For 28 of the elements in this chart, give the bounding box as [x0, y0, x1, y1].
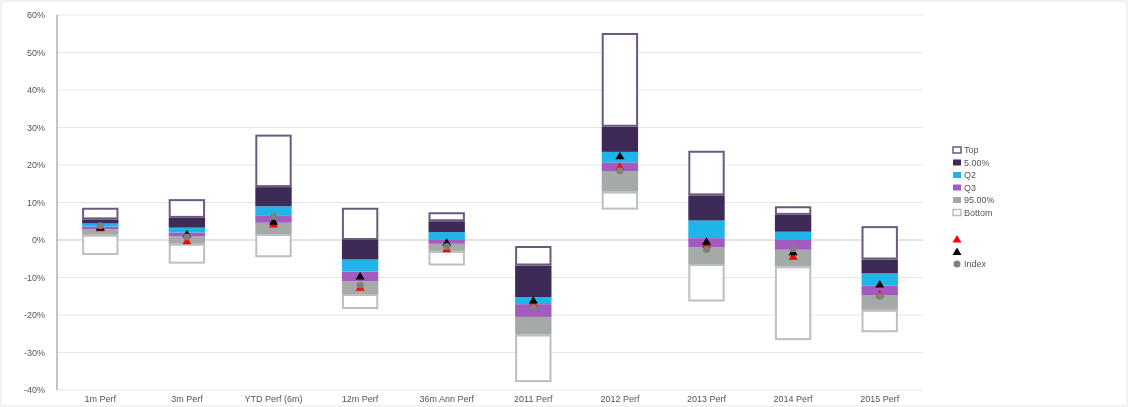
legend-label: Q3	[964, 182, 977, 193]
x-tick-label: 2015 Perf	[860, 394, 900, 404]
y-tick-label: -20%	[23, 310, 45, 321]
y-tick-label: -30%	[23, 347, 45, 358]
y-tick-label: 30%	[26, 122, 45, 133]
y-tick-label: 40%	[26, 85, 45, 96]
y-tick-label: 60%	[26, 10, 45, 21]
x-tick-label: 3m Perf	[171, 394, 204, 404]
y-tick-label: 0%	[31, 235, 45, 246]
y-tick-label: -40%	[23, 385, 45, 396]
x-tick-label: 2011 Perf	[514, 394, 553, 404]
legend-label: Index	[964, 259, 987, 270]
x-tick-label: 36m Ann Perf	[419, 394, 475, 404]
x-tick-label: 12m Perf	[341, 394, 379, 404]
legend-label: 5.00%	[964, 157, 990, 168]
y-tick-label: 20%	[26, 160, 45, 171]
x-tick-label: YTD Perf (6m)	[244, 394, 303, 404]
legend-label: 95.00%	[964, 195, 995, 206]
y-tick-label: 10%	[26, 197, 45, 208]
y-tick-label: 50%	[26, 47, 45, 58]
legend-label: Q2	[964, 170, 977, 181]
legend-label: Top	[964, 145, 979, 156]
y-tick-label: -10%	[23, 272, 45, 283]
legend-label: Bottom	[964, 207, 993, 218]
x-tick-label: 2012 Perf	[600, 394, 640, 404]
x-tick-label: 1m Perf	[84, 394, 117, 404]
x-tick-label: 2014 Perf	[773, 394, 814, 404]
x-tick-label: 2013 Perf	[686, 394, 727, 404]
